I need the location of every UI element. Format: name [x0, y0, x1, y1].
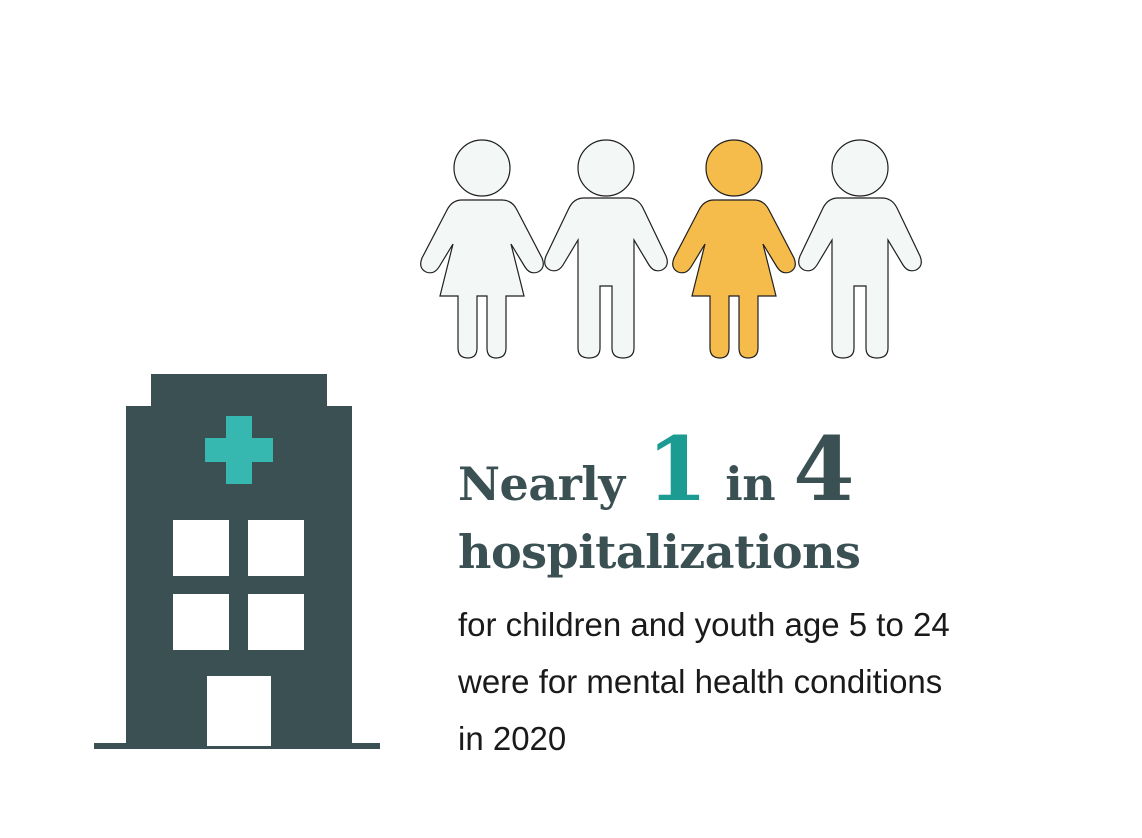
boy-icon [798, 139, 922, 359]
hospital-building-icon [94, 374, 380, 749]
body-text: for children and youth age 5 to 24 were … [458, 596, 1098, 767]
girl-icon [420, 139, 544, 359]
headline-denominator: 4 [793, 417, 854, 521]
headline-ratio-line: Nearly 1 in 4 [458, 425, 1118, 523]
headline: Nearly 1 in 4 hospitalizations [458, 425, 1118, 575]
headline-subject: hospitalizations [458, 525, 861, 579]
window [248, 594, 304, 650]
building-roof [151, 374, 327, 410]
window [173, 594, 229, 650]
door [207, 676, 271, 746]
boy-icon [544, 139, 668, 359]
window [173, 520, 229, 576]
girl-icon-highlighted [672, 139, 796, 359]
headline-prefix: Nearly [458, 457, 625, 511]
body-line-2: were for mental health conditions [458, 663, 943, 700]
headline-numerator: 1 [646, 417, 708, 521]
people-figures-group [420, 139, 922, 359]
body-line-3: in 2020 [458, 720, 567, 757]
medical-cross-icon [205, 416, 273, 484]
body-line-1: for children and youth age 5 to 24 [458, 606, 950, 643]
headline-connector: in [725, 457, 776, 511]
window [248, 520, 304, 576]
